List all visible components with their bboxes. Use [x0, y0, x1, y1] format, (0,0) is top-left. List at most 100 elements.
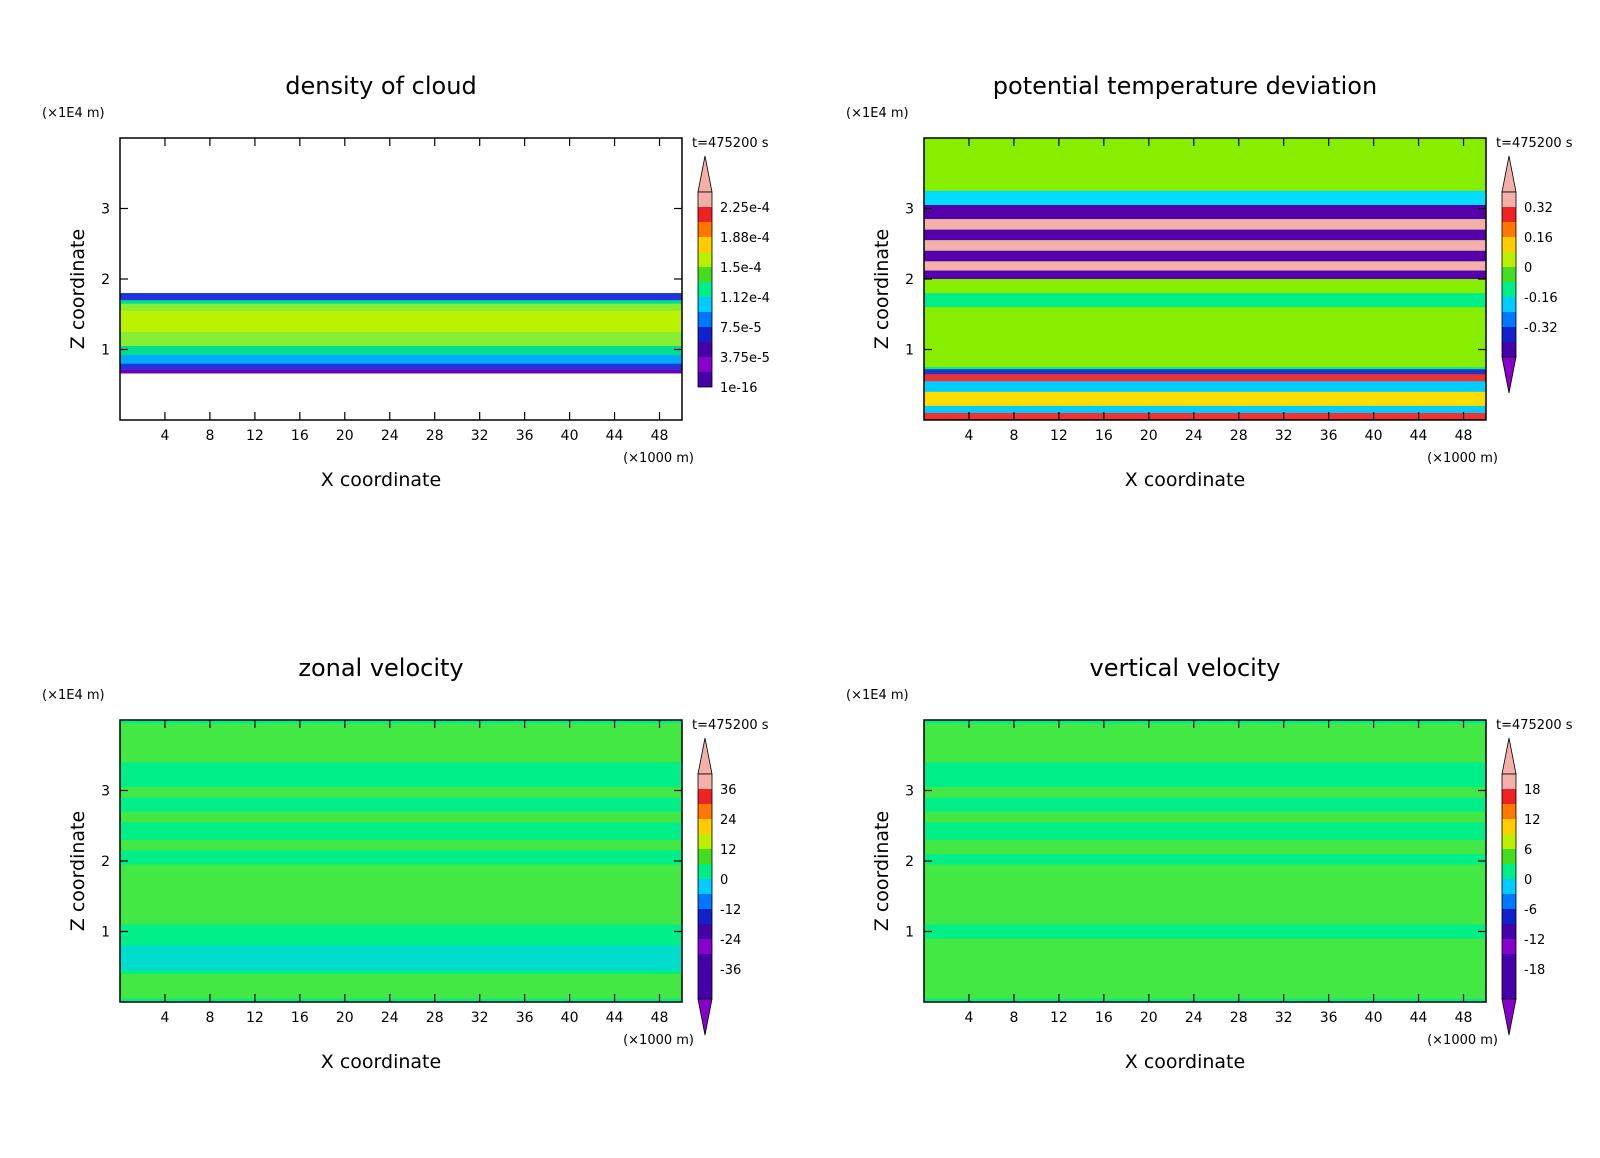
colorbar-label: 0 [1524, 873, 1532, 888]
colorbar-segment [698, 222, 712, 237]
x-tick-label: 8 [1009, 428, 1018, 444]
y-tick-label: 1 [905, 343, 914, 359]
contour-band-3 [924, 307, 1486, 368]
chart-panel-2: potential temperature deviation (×1E4 m) t… [846, 72, 1573, 491]
y-axis-label: Z coordinate [67, 229, 89, 349]
x-tick-label: 48 [651, 1010, 669, 1026]
time-label: t=475200 s [692, 718, 769, 733]
x-tick-label: 24 [1185, 428, 1203, 444]
y-tick-label: 3 [905, 202, 914, 218]
x-tick-label: 4 [160, 1010, 169, 1026]
x-tick-label: 44 [1410, 428, 1428, 444]
x-tick-label: 44 [1410, 1010, 1428, 1026]
contour-band-7 [120, 945, 682, 971]
colorbar-segment [698, 924, 712, 939]
x-tick-label: 20 [1140, 1010, 1158, 1026]
x-tick-label: 12 [1050, 1010, 1068, 1026]
colorbar-segment [1502, 267, 1516, 282]
y-axis-label: Z coordinate [67, 811, 89, 931]
contour-band-15 [924, 369, 1486, 375]
colorbar-label: 2.25e-4 [720, 201, 770, 216]
y-tick-label: 2 [101, 854, 110, 870]
contour-band-5 [120, 864, 682, 925]
contour-band-14 [924, 391, 1486, 406]
colorbar-segment [1502, 804, 1516, 819]
colorbar-label: 36 [720, 783, 737, 798]
chart-title: potential temperature deviation [993, 72, 1377, 100]
x-tick-label: 16 [1095, 428, 1113, 444]
colorbar-label: 1.88e-4 [720, 231, 770, 246]
x-tick-label: 24 [381, 428, 399, 444]
contour-band-1 [924, 723, 1486, 763]
contour-band-8 [924, 240, 1486, 251]
x-tick-label: 12 [246, 428, 264, 444]
x-tick-label: 36 [516, 1010, 534, 1026]
colorbar-label: -12 [720, 903, 741, 918]
y-tick-label: 2 [905, 854, 914, 870]
colorbar-segment [1502, 924, 1516, 939]
colorbar-label: -24 [720, 933, 741, 948]
contour-band-1 [924, 138, 1486, 191]
colorbar-segment [698, 909, 712, 924]
contour-band-6 [924, 219, 1486, 230]
colorbar-segment [698, 834, 712, 849]
colorbar-segment [1502, 969, 1516, 984]
colorbar-segment [1502, 252, 1516, 267]
colorbar-segment [698, 297, 712, 312]
x-tick-label: 48 [1455, 1010, 1473, 1026]
colorbar-segment [698, 849, 712, 864]
colorbar-segment [1502, 207, 1516, 222]
x-tick-label: 4 [964, 1010, 973, 1026]
colorbar-segment [698, 267, 712, 282]
y-tick-label: 3 [101, 202, 110, 218]
colorbar-label: -0.16 [1524, 291, 1558, 306]
x-tick-label: 36 [516, 428, 534, 444]
colorbar-label: 1e-16 [720, 381, 758, 396]
colorbar-segment [1502, 939, 1516, 954]
colorbar-segment [1502, 327, 1516, 342]
colorbar-top-arrow [697, 737, 713, 775]
contour-band-4 [924, 190, 1486, 205]
colorbar-label: -18 [1524, 963, 1545, 978]
colorbar-label: -6 [1524, 903, 1537, 918]
x-tick-label: 48 [1455, 428, 1473, 444]
y-tick-label: 3 [101, 784, 110, 800]
colorbar-segment [1502, 984, 1516, 999]
contour-band-9 [924, 250, 1486, 262]
colorbar-segment [698, 372, 712, 387]
colorbar-segment [698, 954, 712, 969]
colorbar-segment [698, 879, 712, 894]
contour-band-6 [924, 938, 1486, 999]
y-unit-label: (×1E4 m) [846, 688, 909, 703]
chart-title: zonal velocity [298, 654, 463, 682]
colorbar-label: 0 [1524, 261, 1532, 276]
x-unit-label: (×1000 m) [1427, 1033, 1498, 1048]
x-tick-label: 28 [426, 1010, 444, 1026]
x-tick-label: 12 [1050, 428, 1068, 444]
chart-panel-4: vertical velocity (×1E4 m) t=475200 s 4 8 12 1… [846, 654, 1573, 1073]
contour-band-3 [924, 811, 1486, 823]
colorbar-segment [698, 804, 712, 819]
time-label: t=475200 s [1496, 718, 1573, 733]
contour-band-11 [924, 270, 1486, 279]
colorbar-label: 3.75e-5 [720, 351, 770, 366]
colorbar-label: 0.16 [1524, 231, 1553, 246]
y-tick-label: 2 [905, 272, 914, 288]
colorbar-label: 12 [1524, 813, 1541, 828]
x-tick-label: 4 [964, 428, 973, 444]
colorbar-bottom-arrow [1501, 998, 1517, 1036]
colorbar-label: 0.32 [1524, 201, 1553, 216]
contour-band-7 [924, 229, 1486, 241]
contour-band-2 [924, 279, 1486, 294]
x-tick-label: 20 [336, 428, 354, 444]
x-tick-label: 40 [561, 1010, 579, 1026]
colorbar-segment [1502, 297, 1516, 312]
x-unit-label: (×1000 m) [1427, 451, 1498, 466]
chart-title: vertical velocity [1090, 654, 1281, 682]
x-unit-label: (×1000 m) [623, 451, 694, 466]
x-tick-label: 16 [291, 1010, 309, 1026]
contour-band-5 [120, 363, 682, 370]
contour-band-3 [120, 811, 682, 823]
x-tick-label: 44 [606, 428, 624, 444]
colorbar-segment [1502, 312, 1516, 327]
